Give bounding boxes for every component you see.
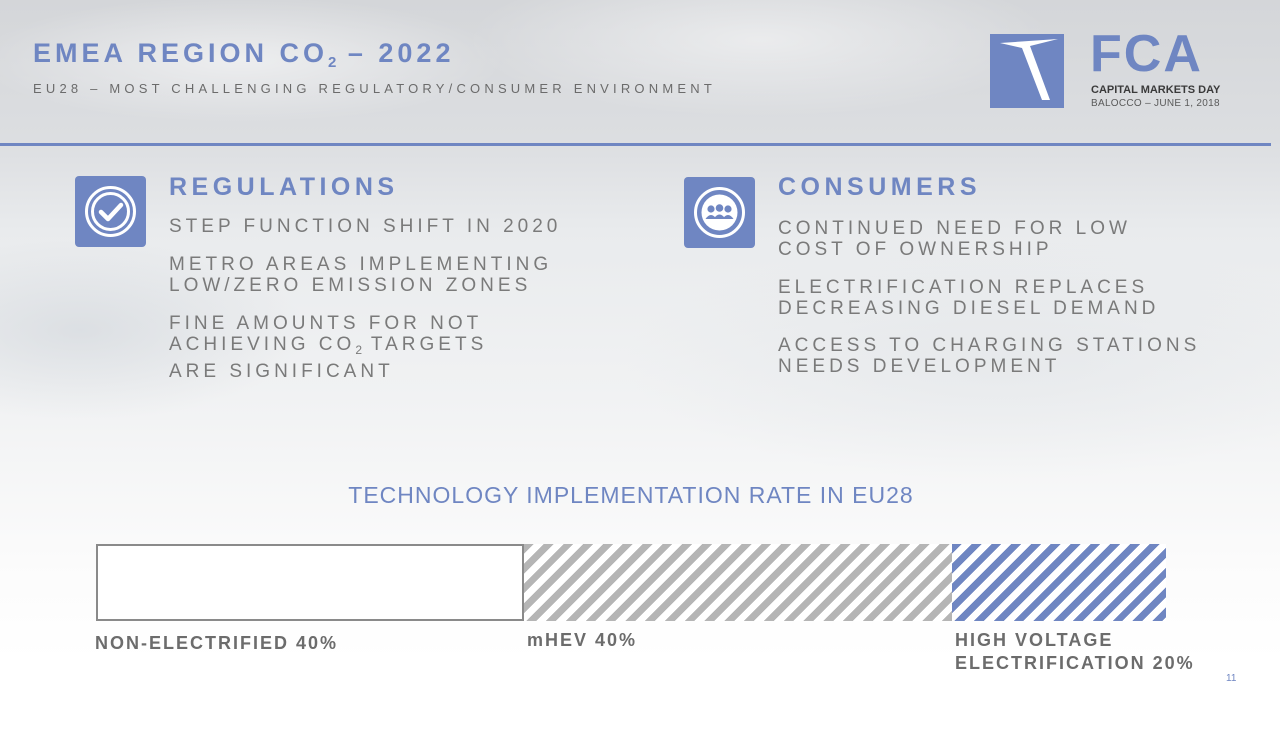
consumers-icon-box [684, 177, 755, 248]
consumers-bullet-2: ELECTRIFICATION REPLACES DECREASING DIESE… [778, 277, 1160, 319]
bar-segment-2 [524, 544, 952, 621]
chart-title: TECHNOLOGY IMPLEMENTATION RATE IN EU28 [348, 482, 914, 508]
regulations-icon-box [75, 176, 146, 247]
bar-label-line-1: HIGH VOLTAGE [955, 630, 1114, 650]
fca-logo-mark-icon [990, 34, 1064, 108]
regulations-heading: REGULATIONS [169, 173, 399, 201]
bar-segment-label-2: mHEV 40% [527, 629, 637, 652]
bar-segment-1 [96, 544, 524, 621]
page-subtitle: EU28 – MOST CHALLENGING REGULATORY/CONSU… [33, 81, 716, 96]
consumers-bullet-1: CONTINUED NEED FOR LOW COST OF OWNERSHIP [778, 218, 1131, 260]
group-people-icon [694, 187, 745, 238]
consumers-heading: CONSUMERS [778, 173, 982, 201]
header-divider [0, 143, 1271, 146]
regulations-bullet-2: METRO AREAS IMPLEMENTING LOW/ZERO EMISSIO… [169, 254, 553, 296]
bar-label-line-1: mHEV 40% [527, 630, 638, 650]
consumers-bullet-3: ACCESS TO CHARGING STATIONS NEEDS DEVELOP… [778, 335, 1201, 377]
bar-segment-3 [952, 544, 1166, 621]
page-number: 11 [1226, 673, 1237, 684]
check-circle-icon [85, 186, 136, 237]
bar-segment-label-3: HIGH VOLTAGE ELECTRIFICATION 20% [955, 629, 1195, 675]
event-place-date: BALOCCO – JUNE 1, 2018 [1091, 98, 1220, 109]
bar-label-line-1: NON-ELECTRIFIED 40% [95, 633, 339, 653]
regulations-bullet-3: FINE AMOUNTS FOR NOT ACHIEVING CO2 TARGET… [169, 313, 488, 382]
page-title: EMEA REGION CO2 – 2022 [33, 38, 455, 71]
regulations-bullet-1: STEP FUNCTION SHIFT IN 2020 [169, 216, 562, 237]
fca-wordmark: FCA [1090, 25, 1203, 83]
event-name: CAPITAL MARKETS DAY [1091, 84, 1221, 96]
bar-label-line-2: ELECTRIFICATION 20% [955, 653, 1195, 673]
bar-segment-label-1: NON-ELECTRIFIED 40% [95, 632, 338, 655]
